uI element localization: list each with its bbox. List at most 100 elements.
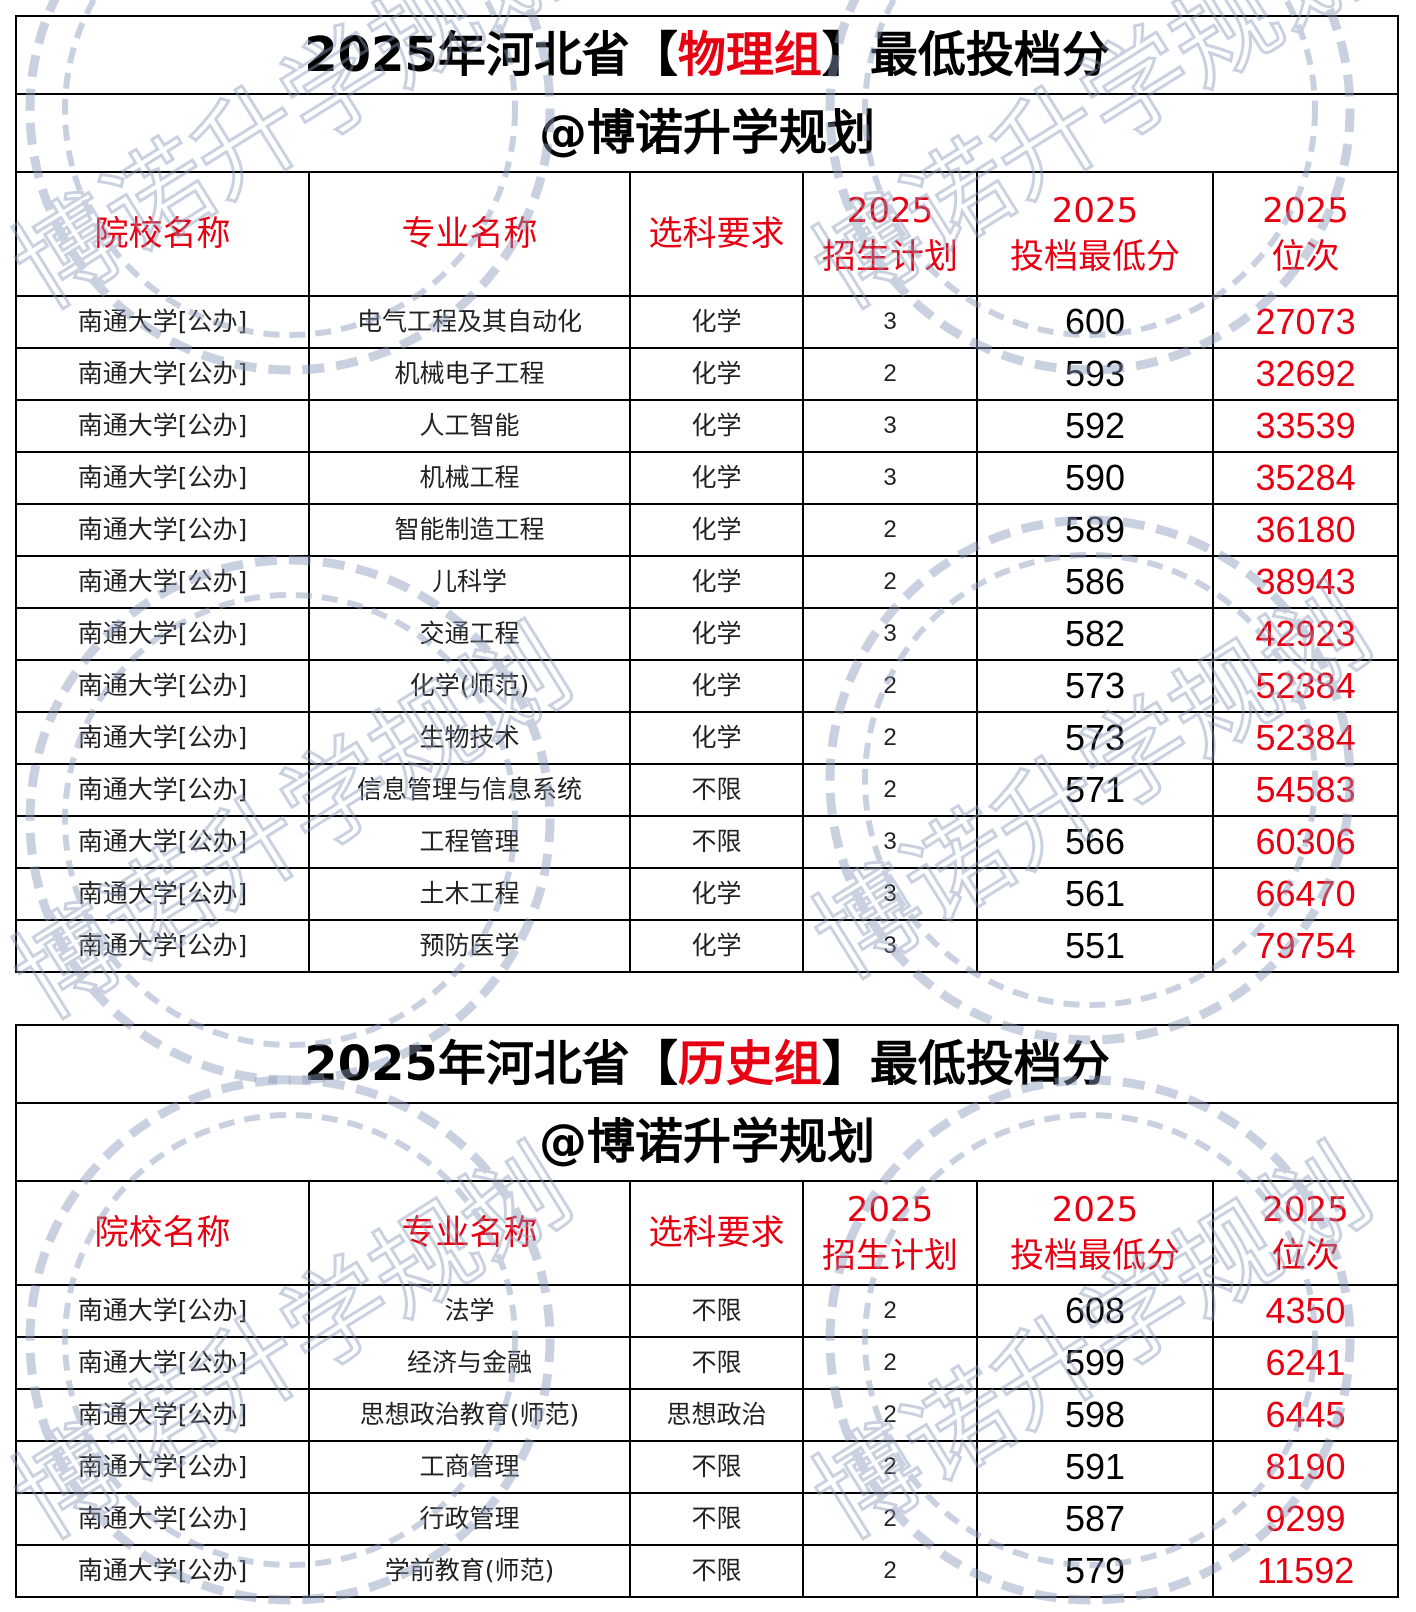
enrollment-plan: 3 [802, 867, 978, 921]
school-name: 南通大学[公办] [15, 1336, 310, 1390]
subject-requirement: 不限 [629, 1440, 804, 1494]
school-name: 南通大学[公办] [15, 815, 310, 869]
header-subject-requirement: 选科要求 [629, 171, 804, 297]
min-score: 591 [976, 1440, 1214, 1494]
school-name: 南通大学[公办] [15, 451, 310, 505]
min-score: 590 [976, 451, 1214, 505]
enrollment-plan: 3 [802, 919, 978, 973]
school-name: 南通大学[公办] [15, 503, 310, 557]
subject-requirement: 化学 [629, 347, 804, 401]
major-name: 人工智能 [308, 399, 631, 453]
table-row: 南通大学[公办] 思想政治教育(师范) 思想政治 2 598 6445 [15, 1388, 1400, 1442]
subject-requirement: 化学 [629, 867, 804, 921]
table-row: 南通大学[公办] 经济与金融 不限 2 599 6241 [15, 1336, 1400, 1390]
table-row: 南通大学[公办] 信息管理与信息系统 不限 2 571 54583 [15, 763, 1400, 817]
history-score-table: 2025年河北省【历史组】最低投档分 @博诺升学规划 院校名称 专业名称 选科要求 202… [14, 1024, 1400, 1598]
subject-requirement: 化学 [629, 451, 804, 505]
school-name: 南通大学[公办] [15, 919, 310, 973]
enrollment-plan: 3 [802, 295, 978, 349]
table-row: 南通大学[公办] 工程管理 不限 3 566 60306 [15, 815, 1400, 869]
header-enrollment-plan: 2025 招生计划 [802, 171, 978, 297]
major-name: 行政管理 [308, 1492, 631, 1546]
subject-requirement: 化学 [629, 399, 804, 453]
subject-requirement: 不限 [629, 815, 804, 869]
subject-requirement: 化学 [629, 503, 804, 557]
school-name: 南通大学[公办] [15, 295, 310, 349]
subject-requirement: 不限 [629, 1336, 804, 1390]
enrollment-plan: 3 [802, 607, 978, 661]
header-major-name: 专业名称 [308, 1180, 631, 1286]
subject-requirement: 化学 [629, 659, 804, 713]
rank: 9299 [1211, 1492, 1400, 1546]
min-score: 587 [976, 1492, 1214, 1546]
school-name: 南通大学[公办] [15, 659, 310, 713]
major-name: 信息管理与信息系统 [308, 763, 631, 817]
header-rank: 2025 位次 [1211, 1180, 1400, 1286]
header-rank: 2025 位次 [1211, 171, 1400, 297]
group-name: 历史组 [677, 1036, 822, 1092]
subject-requirement: 化学 [629, 711, 804, 765]
header-min-score: 2025 投档最低分 [976, 1180, 1214, 1286]
rank: 35284 [1211, 451, 1400, 505]
enrollment-plan: 2 [802, 711, 978, 765]
min-score: 551 [976, 919, 1214, 973]
school-name: 南通大学[公办] [15, 607, 310, 661]
enrollment-plan: 3 [802, 815, 978, 869]
header-min-score: 2025 投档最低分 [976, 171, 1214, 297]
enrollment-plan: 2 [802, 503, 978, 557]
enrollment-plan: 2 [802, 1440, 978, 1494]
table-row: 南通大学[公办] 人工智能 化学 3 592 33539 [15, 399, 1400, 453]
enrollment-plan: 2 [802, 1388, 978, 1442]
major-name: 工商管理 [308, 1440, 631, 1494]
min-score: 582 [976, 607, 1214, 661]
header-row: 院校名称 专业名称 选科要求 2025 招生计划 2025 投档最低分 2025 位次 [15, 1180, 1400, 1286]
rank: 42923 [1211, 607, 1400, 661]
major-name: 机械电子工程 [308, 347, 631, 401]
table-row: 南通大学[公办] 儿科学 化学 2 586 38943 [15, 555, 1400, 609]
rank: 32692 [1211, 347, 1400, 401]
major-name: 思想政治教育(师范) [308, 1388, 631, 1442]
table-title: 2025年河北省【物理组】最低投档分 [14, 15, 1400, 95]
min-score: 592 [976, 399, 1214, 453]
table-row: 南通大学[公办] 交通工程 化学 3 582 42923 [15, 607, 1400, 661]
enrollment-plan: 3 [802, 399, 978, 453]
min-score: 566 [976, 815, 1214, 869]
rank: 60306 [1211, 815, 1400, 869]
group-name: 物理组 [677, 27, 822, 83]
major-name: 儿科学 [308, 555, 631, 609]
major-name: 土木工程 [308, 867, 631, 921]
table-row: 南通大学[公办] 行政管理 不限 2 587 9299 [15, 1492, 1400, 1546]
major-name: 经济与金融 [308, 1336, 631, 1390]
enrollment-plan: 2 [802, 555, 978, 609]
major-name: 电气工程及其自动化 [308, 295, 631, 349]
physics-score-table: 2025年河北省【物理组】最低投档分 @博诺升学规划 院校名称 专业名称 选科要求 202… [14, 15, 1400, 973]
subject-requirement: 化学 [629, 607, 804, 661]
major-name: 生物技术 [308, 711, 631, 765]
table-row: 南通大学[公办] 机械电子工程 化学 2 593 32692 [15, 347, 1400, 401]
major-name: 智能制造工程 [308, 503, 631, 557]
min-score: 573 [976, 711, 1214, 765]
school-name: 南通大学[公办] [15, 555, 310, 609]
header-subject-requirement: 选科要求 [629, 1180, 804, 1286]
rank: 36180 [1211, 503, 1400, 557]
header-row: 院校名称 专业名称 选科要求 2025 招生计划 2025 投档最低分 2025 位次 [15, 171, 1400, 297]
rank: 33539 [1211, 399, 1400, 453]
header-major-name: 专业名称 [308, 171, 631, 297]
subject-requirement: 化学 [629, 555, 804, 609]
min-score: 573 [976, 659, 1214, 713]
subject-requirement: 不限 [629, 1492, 804, 1546]
school-name: 南通大学[公办] [15, 867, 310, 921]
major-name: 交通工程 [308, 607, 631, 661]
rank: 8190 [1211, 1440, 1400, 1494]
rank: 54583 [1211, 763, 1400, 817]
rank: 79754 [1211, 919, 1400, 973]
rank: 66470 [1211, 867, 1400, 921]
rank: 52384 [1211, 659, 1400, 713]
table-row: 南通大学[公办] 化学(师范) 化学 2 573 52384 [15, 659, 1400, 713]
table-row: 南通大学[公办] 学前教育(师范) 不限 2 579 11592 [15, 1544, 1400, 1598]
rank: 38943 [1211, 555, 1400, 609]
school-name: 南通大学[公办] [15, 1388, 310, 1442]
table-row: 南通大学[公办] 生物技术 化学 2 573 52384 [15, 711, 1400, 765]
rank: 27073 [1211, 295, 1400, 349]
rank: 11592 [1211, 1544, 1400, 1598]
